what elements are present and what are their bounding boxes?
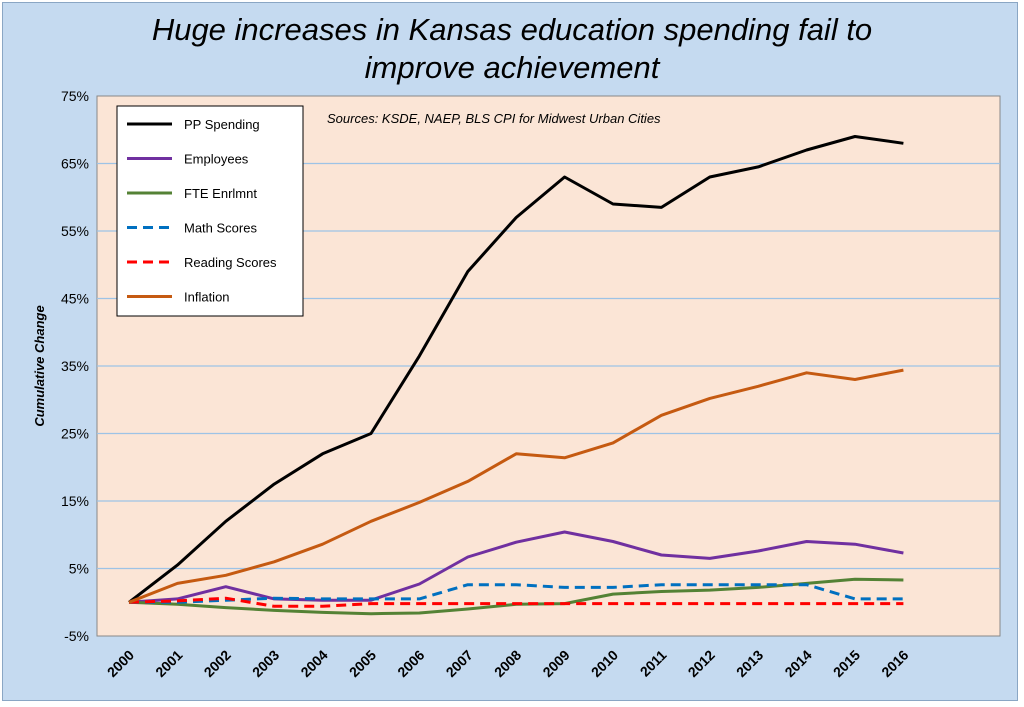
y-tick-label: 5% xyxy=(69,561,89,577)
series-line-reading-scores xyxy=(128,596,904,608)
series-line-employees xyxy=(128,530,904,604)
x-tick-label: 2000 xyxy=(104,647,137,680)
legend: PP Spending Employees FTE Enrlmnt Math Scor… xyxy=(116,105,304,317)
sources-annotation: Sources: KSDE, NAEP, BLS CPI for Midwest… xyxy=(327,111,661,126)
series-line-math-scores xyxy=(129,583,904,604)
x-tick-label: 2001 xyxy=(152,647,185,680)
y-axis-label: Cumulative Change xyxy=(32,305,47,426)
x-axis-ticks: 2000 2001 2002 2003 2004 2005 2006 2007 2008 2009… xyxy=(104,647,912,680)
y-axis-ticks: -5% 5% 15% 25% 35% 45% 55% 65% 75% xyxy=(61,88,89,644)
x-tick-label: 2012 xyxy=(685,647,718,680)
x-tick-label: 2013 xyxy=(733,647,766,680)
x-tick-label: 2003 xyxy=(249,647,282,680)
x-tick-label: 2006 xyxy=(394,647,427,680)
chart-title-line-1: Huge increases in Kansas education spend… xyxy=(151,12,873,47)
series-lines xyxy=(128,135,904,616)
y-tick-label: 75% xyxy=(61,88,89,104)
y-tick-label: 65% xyxy=(61,156,89,172)
legend-label: Reading Scores xyxy=(184,255,277,270)
y-tick-label: 35% xyxy=(61,358,89,374)
x-tick-label: 2011 xyxy=(637,647,670,680)
x-tick-label: 2010 xyxy=(588,647,621,680)
legend-label: Math Scores xyxy=(184,221,257,236)
legend-label: Inflation xyxy=(184,290,230,305)
y-tick-label: -5% xyxy=(64,628,89,644)
x-tick-label: 2014 xyxy=(781,647,814,680)
legend-label: PP Spending xyxy=(184,117,260,132)
y-tick-label: 15% xyxy=(61,493,89,509)
x-tick-label: 2004 xyxy=(297,647,330,680)
y-tick-label: 55% xyxy=(61,223,89,239)
x-tick-label: 2005 xyxy=(346,647,379,680)
series-line-inflation xyxy=(128,368,904,604)
legend-label: FTE Enrlmnt xyxy=(184,186,257,201)
x-tick-label: 2008 xyxy=(491,647,524,680)
x-tick-label: 2002 xyxy=(201,647,234,680)
x-tick-label: 2007 xyxy=(443,647,476,680)
x-tick-label: 2015 xyxy=(830,647,863,680)
legend-label: Employees xyxy=(184,152,249,167)
series-line-pp-spending xyxy=(128,135,904,604)
x-tick-label: 2009 xyxy=(539,647,572,680)
legend-box xyxy=(116,105,304,317)
chart-title-line-2: improve achievement xyxy=(364,50,660,85)
y-tick-label: 25% xyxy=(61,426,89,442)
x-tick-label: 2016 xyxy=(878,647,911,680)
y-tick-label: 45% xyxy=(61,291,89,307)
